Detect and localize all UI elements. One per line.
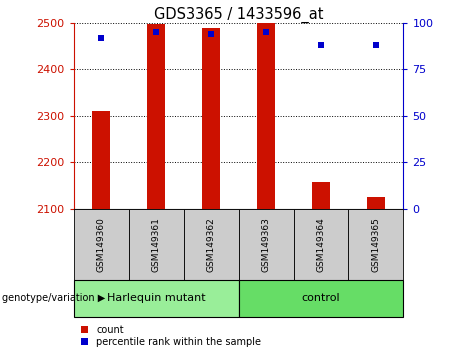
Text: GSM149365: GSM149365 bbox=[372, 217, 380, 272]
Bar bbox=[239, 280, 403, 317]
Text: GSM149361: GSM149361 bbox=[152, 217, 161, 272]
Text: GSM149363: GSM149363 bbox=[261, 217, 271, 272]
Bar bbox=[74, 280, 239, 317]
Text: GSM149360: GSM149360 bbox=[97, 217, 106, 272]
Bar bbox=[367, 197, 384, 209]
Bar bbox=[349, 209, 403, 280]
Title: GDS3365 / 1433596_at: GDS3365 / 1433596_at bbox=[154, 7, 323, 23]
Bar bbox=[202, 28, 220, 209]
Bar bbox=[129, 209, 183, 280]
Bar bbox=[294, 209, 349, 280]
Text: genotype/variation ▶: genotype/variation ▶ bbox=[2, 293, 106, 303]
Legend: count, percentile rank within the sample: count, percentile rank within the sample bbox=[79, 323, 263, 349]
Bar bbox=[93, 111, 110, 209]
Bar bbox=[257, 23, 275, 209]
Bar bbox=[74, 209, 129, 280]
Bar bbox=[148, 24, 165, 209]
Bar bbox=[239, 209, 294, 280]
Text: Harlequin mutant: Harlequin mutant bbox=[107, 293, 206, 303]
Bar bbox=[312, 182, 330, 209]
Text: control: control bbox=[301, 293, 340, 303]
Text: GSM149364: GSM149364 bbox=[316, 217, 325, 272]
Bar bbox=[183, 209, 239, 280]
Text: GSM149362: GSM149362 bbox=[207, 217, 216, 272]
